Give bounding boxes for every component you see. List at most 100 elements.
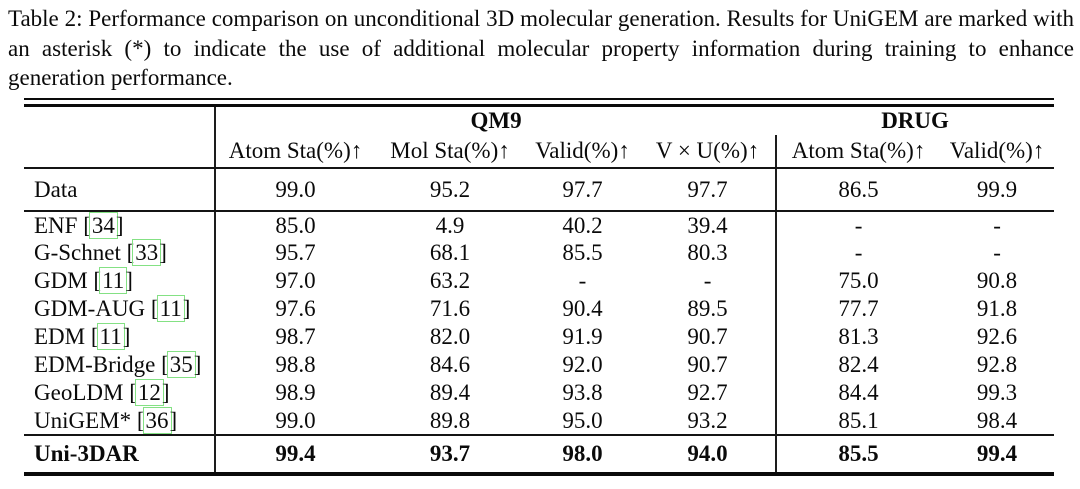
table-container: QM9 DRUG Atom Sta(%)↑ Mol Sta(%)↑ Valid(…: [24, 98, 1055, 476]
results-table: QM9 DRUG Atom Sta(%)↑ Mol Sta(%)↑ Valid(…: [24, 107, 1055, 472]
value-cell: 39.4: [687, 212, 728, 238]
table-row: G-Schnet [33] 95.7 68.1 85.5 80.3- -: [24, 239, 1054, 267]
citation-link[interactable]: [36]: [136, 406, 178, 434]
value-cell: 85.0: [214, 211, 375, 239]
row-label: EDM [11]: [24, 323, 215, 351]
value-cell: 99.3: [976, 380, 1018, 405]
value-cell: 82.0: [429, 324, 471, 349]
citation-number[interactable]: 11: [96, 323, 125, 350]
value-cell: 99.4: [940, 434, 1055, 472]
value-cell: 98.7: [214, 323, 375, 351]
value-cell: 90.8: [976, 268, 1018, 293]
value-cell: 89.8: [429, 407, 471, 433]
citation-number[interactable]: 34: [88, 211, 118, 239]
value-cell: 98.8: [214, 351, 375, 379]
value-cell: 93.8: [562, 380, 603, 405]
col-header-mol-sta-qm9: Mol Sta(%)↑: [375, 135, 525, 169]
value-cell: 84.6: [429, 352, 471, 377]
method-name: GeoLDM: [34, 380, 124, 405]
value-cell: 95.0: [562, 407, 603, 433]
row-label: Data: [24, 168, 215, 212]
value-cell: 97.0: [214, 267, 375, 295]
col-header-vxu-qm9: V × U(%)↑: [640, 135, 777, 169]
citation-link[interactable]: [11]: [90, 323, 131, 350]
method-name: EDM: [34, 324, 86, 349]
value-cell: 4.9: [435, 212, 465, 238]
value-cell: 92.8: [976, 352, 1018, 377]
col-header-atom-sta-drug: Atom Sta(%)↑: [775, 135, 941, 169]
value-cell: 85.5: [562, 240, 603, 265]
table-row: GDM-AUG [11] 97.6 71.6 90.4 89.5 77.7 91.8: [24, 295, 1054, 323]
citation-link[interactable]: [33]: [126, 239, 167, 266]
value-cell: -: [993, 240, 1001, 265]
method-name: Uni-3DAR: [34, 441, 139, 466]
table-bottom-rule: [24, 472, 1054, 476]
method-name: EDM-Bridge: [34, 352, 156, 377]
row-label: GDM [11]: [24, 267, 215, 295]
citation-link[interactable]: [35]: [161, 351, 202, 378]
method-name: G-Schnet: [34, 240, 121, 265]
citation-number[interactable]: 35: [166, 351, 196, 378]
value-cell: 99.0: [214, 407, 375, 435]
value-cell: 82.4: [775, 351, 941, 379]
value-cell: 90.4: [562, 296, 603, 321]
table-caption: Table 2: Performance comparison on uncon…: [8, 6, 1074, 90]
value-cell: 92.0: [562, 352, 603, 377]
value-cell: 97.7: [525, 168, 640, 212]
citation-link[interactable]: [34]: [83, 211, 124, 239]
value-cell: -: [775, 239, 941, 267]
citation-number[interactable]: 12: [134, 379, 164, 406]
value-cell: 99.4: [214, 434, 375, 472]
value-cell: 77.7: [775, 295, 941, 323]
row-label: EDM-Bridge [35]: [24, 351, 215, 379]
method-name: GDM-AUG: [34, 296, 146, 321]
citation-number[interactable]: 11: [99, 267, 128, 294]
value-cell: 84.4: [775, 379, 941, 407]
citation-link[interactable]: [11]: [150, 295, 191, 322]
row-label: GeoLDM [12]: [24, 379, 215, 407]
citation-number[interactable]: 11: [156, 295, 185, 322]
method-name: ENF: [34, 212, 78, 238]
citation-link[interactable]: [12]: [129, 379, 170, 406]
value-cell: 81.3: [775, 323, 941, 351]
value-cell: 95.2: [375, 168, 525, 212]
table-row: ENF [34] 85.0 4.9 40.2 39.4- -: [24, 211, 1054, 239]
table-row: GDM [11] 97.0 63.2- -75.0 90.8: [24, 267, 1054, 295]
table-row: EDM-Bridge [35] 98.8 84.6 92.0 90.7 82.4 92.8: [24, 351, 1054, 379]
col-header-atom-sta-qm9: Atom Sta(%)↑: [214, 135, 375, 169]
corner-cell: [24, 135, 215, 169]
value-cell: 80.3: [687, 240, 728, 265]
method-name: UniGEM*: [34, 407, 132, 433]
citation-number[interactable]: 33: [132, 239, 162, 266]
col-header-valid-drug: Valid(%)↑: [940, 135, 1055, 169]
table-row: GeoLDM [12] 98.9 89.4 93.8 92.7 84.4 99.3: [24, 379, 1054, 407]
row-label: UniGEM* [36]: [24, 406, 215, 435]
value-cell: 98.9: [214, 379, 375, 407]
value-cell: 92.7: [687, 380, 728, 405]
citation-link[interactable]: [11]: [93, 267, 133, 294]
value-cell: 98.0: [525, 434, 640, 472]
group-header-row: QM9 DRUG: [24, 107, 1054, 135]
value-cell: -: [703, 268, 712, 293]
value-cell: 98.4: [976, 407, 1018, 433]
table-top-rule: [24, 98, 1054, 107]
row-label: Uni-3DAR: [24, 434, 215, 472]
value-cell: 97.7: [640, 168, 777, 212]
row-label: GDM-AUG [11]: [24, 295, 215, 323]
value-cell: 91.8: [976, 296, 1018, 321]
value-cell: 97.6: [214, 295, 375, 323]
value-cell: 90.7: [687, 324, 728, 349]
value-cell: 93.2: [687, 407, 728, 433]
value-cell: 85.1: [775, 407, 941, 435]
value-cell: 91.9: [562, 324, 603, 349]
col-header-valid-qm9: Valid(%)↑: [525, 135, 640, 169]
value-cell: 99.0: [214, 168, 375, 212]
value-cell: 93.7: [375, 434, 525, 472]
value-cell: 94.0: [640, 434, 777, 472]
method-name: Data: [34, 176, 78, 202]
value-cell: -: [775, 211, 941, 239]
citation-number[interactable]: 36: [142, 406, 172, 434]
value-cell: 75.0: [775, 267, 941, 295]
value-cell: 95.7: [214, 239, 375, 267]
